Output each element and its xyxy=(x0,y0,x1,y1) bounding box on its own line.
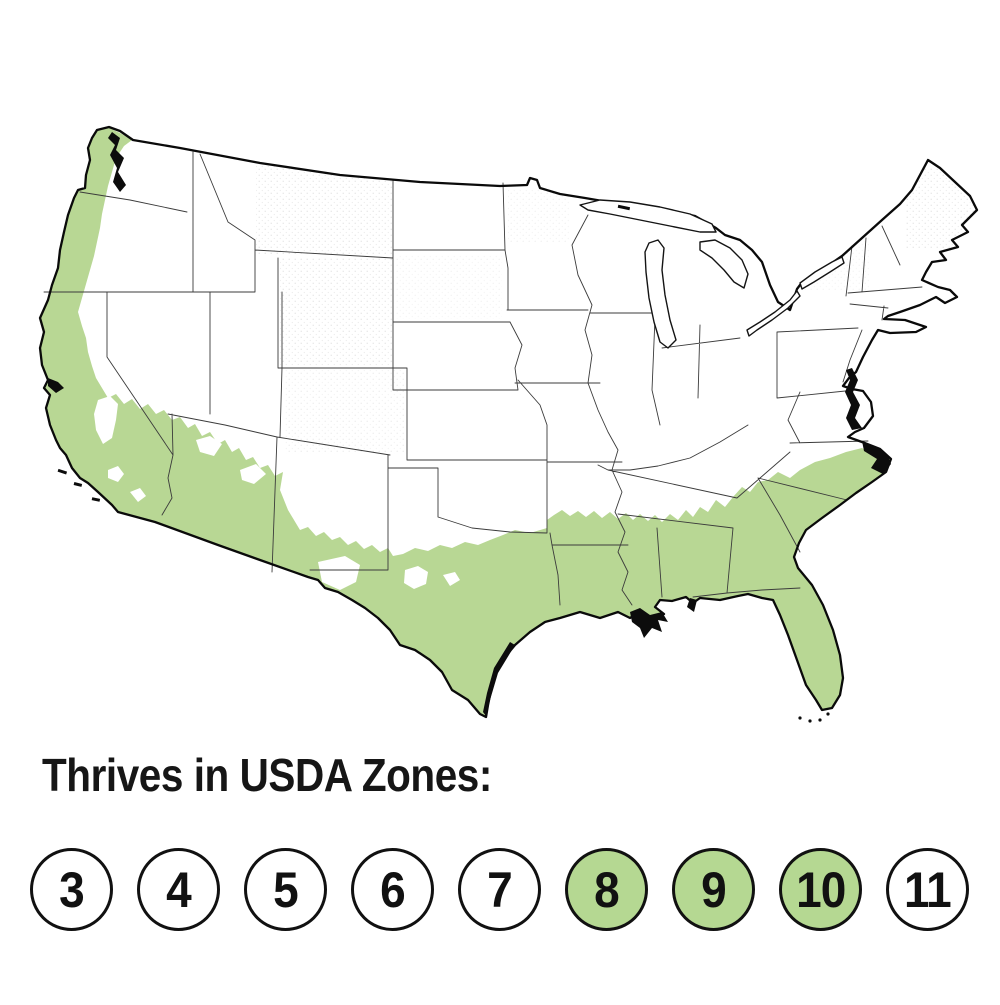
map-great-lakes xyxy=(579,199,845,349)
lake-superior xyxy=(579,199,717,233)
chesapeake-bay xyxy=(845,368,862,430)
pamlico-sound xyxy=(862,441,891,474)
channel-island xyxy=(91,497,101,502)
channel-island xyxy=(73,482,83,487)
zone-number: 10 xyxy=(795,861,846,918)
zone-number: 9 xyxy=(701,861,727,918)
zone-circle-3: 3 xyxy=(30,848,113,931)
puget-sound xyxy=(108,132,126,192)
florida-key xyxy=(826,712,830,716)
zone-number: 3 xyxy=(59,861,85,918)
zone-circle-4: 4 xyxy=(137,848,220,931)
map-zone-gaps xyxy=(94,396,460,590)
mississippi-delta xyxy=(630,608,668,638)
zone-circle-5: 5 xyxy=(244,848,327,931)
zone-number: 7 xyxy=(487,861,513,918)
zone-number: 8 xyxy=(594,861,620,918)
lake-ontario xyxy=(799,256,845,290)
mobile-bay xyxy=(687,598,697,612)
texas-laguna-coast xyxy=(483,642,515,716)
florida-key xyxy=(818,718,822,722)
zone-number: 4 xyxy=(166,861,192,918)
lake-michigan xyxy=(644,239,677,349)
zone-number: 11 xyxy=(904,861,952,918)
florida-key xyxy=(808,719,812,723)
zone-circle-7: 7 xyxy=(458,848,541,931)
lake-huron xyxy=(699,239,749,289)
zone-circle-8: 8 xyxy=(565,848,648,931)
zone-circle-6: 6 xyxy=(351,848,434,931)
florida-key xyxy=(798,716,802,720)
map-water-details xyxy=(48,132,891,723)
zone-number: 6 xyxy=(380,861,406,918)
san-francisco-bay xyxy=(48,378,64,393)
zone-circle-9: 9 xyxy=(672,848,755,931)
map-coastline xyxy=(38,125,979,719)
lake-erie xyxy=(746,290,801,337)
legend-title: Thrives in USDA Zones: xyxy=(42,749,492,801)
zone-number: 5 xyxy=(273,861,299,918)
map-highlighted-zones xyxy=(40,128,891,717)
zone-circle-11: 11 xyxy=(886,848,969,931)
zone-circle-10: 10 xyxy=(779,848,862,931)
map-state-borders xyxy=(43,151,923,606)
isle-royale xyxy=(617,204,631,211)
channel-island xyxy=(57,468,68,475)
zone-legend-row: 3 4 5 6 7 8 9 10 11 xyxy=(30,848,969,931)
